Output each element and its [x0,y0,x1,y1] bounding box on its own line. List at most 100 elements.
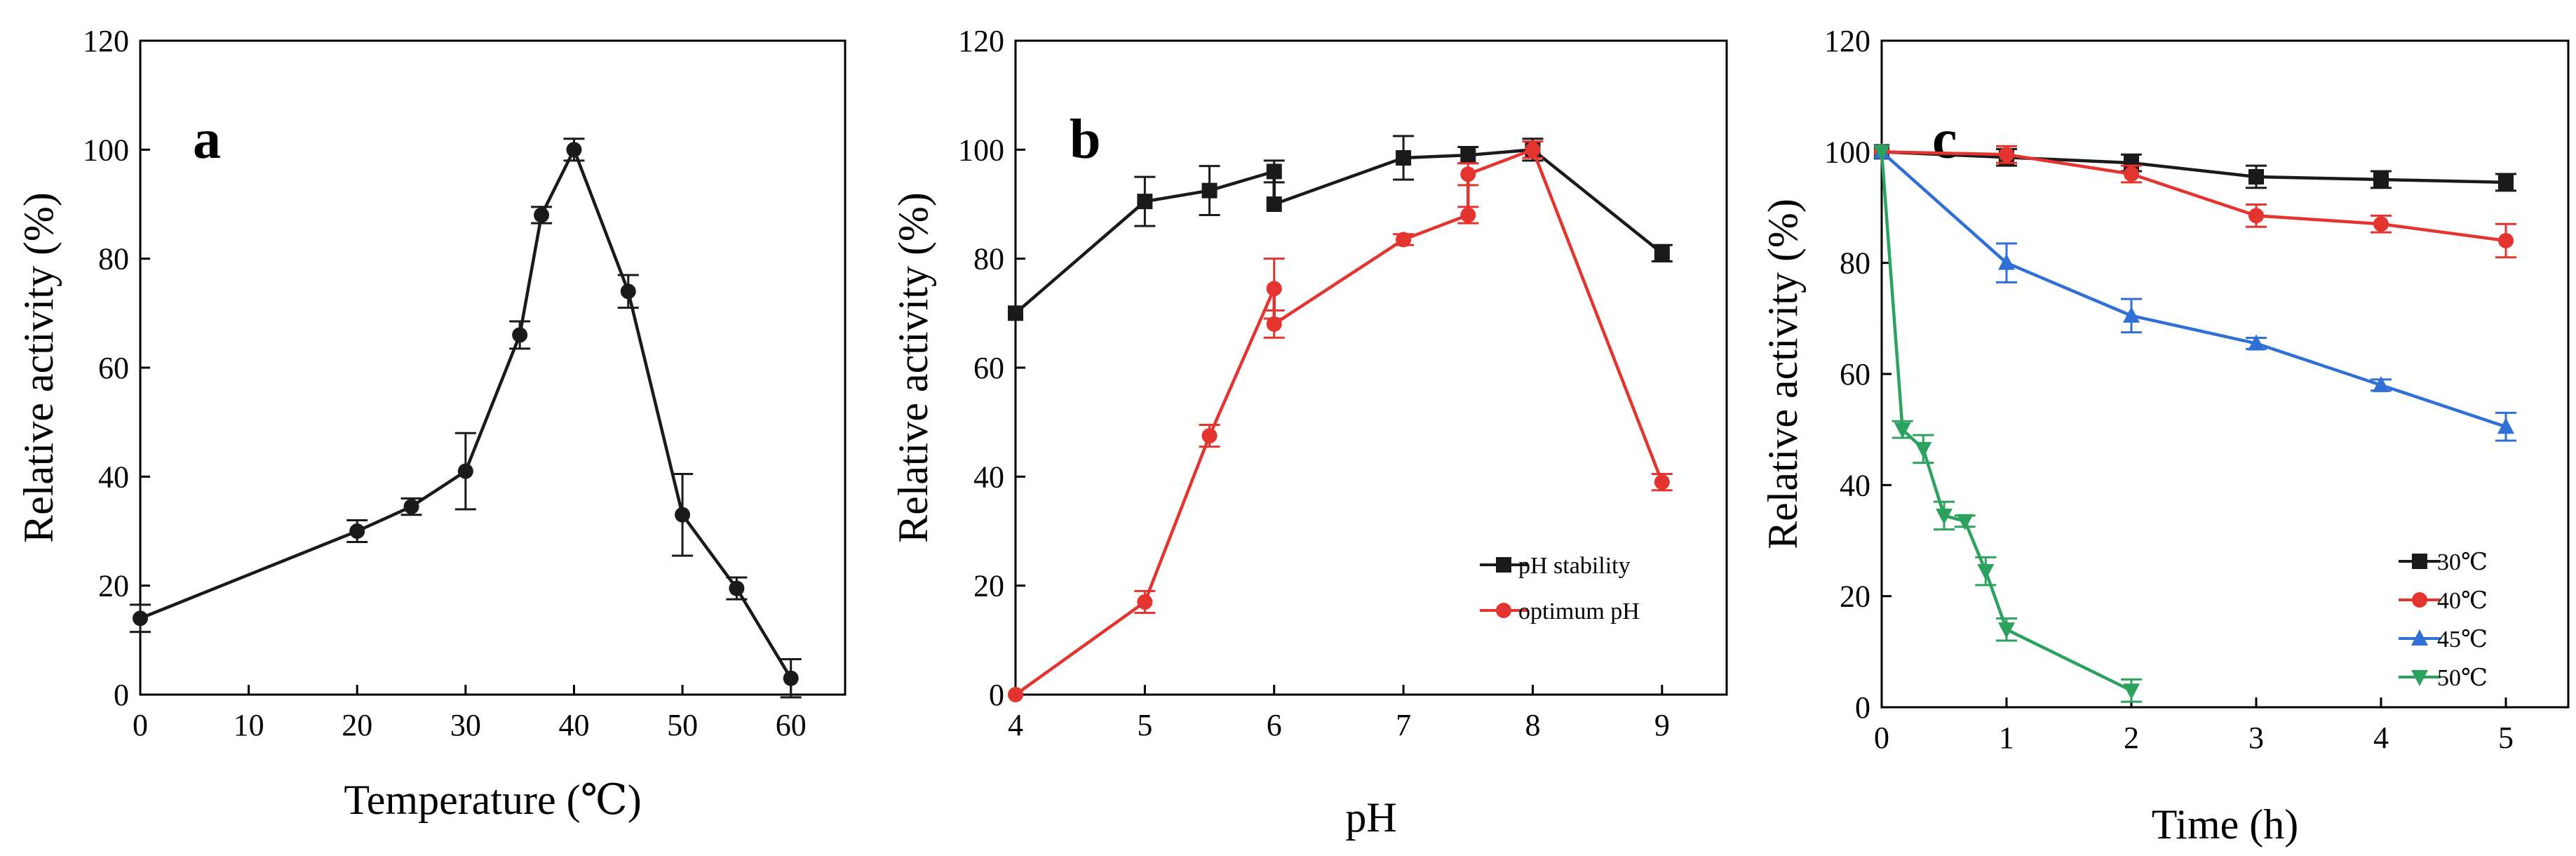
data-point [2123,683,2140,700]
y-axis-title: Relative activity (%) [15,192,62,543]
data-point [2373,375,2389,392]
data-point [1936,508,1953,525]
series-0 [1874,144,2516,192]
data-point [1266,316,1282,332]
series-0 [1008,135,1673,321]
y-tick-label: 80 [973,242,1004,276]
x-tick-label: 4 [1008,708,1023,742]
y-tick-label: 60 [98,351,129,385]
legend: pH stability optimum pH [1480,553,1640,624]
data-point [1460,147,1476,163]
data-point [2124,155,2139,171]
y-tick-label: 20 [973,569,1004,603]
series-line [1881,150,2507,243]
legend-marker [2412,554,2427,569]
data-point [620,283,636,300]
panel-a: a 0 10 20 30 40 50 60 0 20 40 60 80 100 120 Temperatur… [15,24,847,823]
data-point [1654,245,1670,261]
y-tick-label: 120 [1824,24,1870,58]
x-tick-label: 10 [234,708,264,742]
x-tick-label: 5 [2498,721,2514,755]
data-point [675,507,691,523]
series-line [1881,150,2507,185]
data-point [534,207,550,223]
legend-label: 30℃ [2437,549,2488,575]
data-point [2123,306,2140,323]
data-point [1266,281,1282,297]
x-axis-title: Temperature (℃) [344,777,641,823]
data-point [1873,145,1890,161]
legend-label: optimum pH [1518,598,1640,624]
series-2 [1873,142,2516,442]
data-point [133,610,148,627]
data-point [783,670,799,686]
series-line [1014,148,1664,696]
legend-label: pH stability [1518,553,1631,579]
legend-label: 40℃ [2437,588,2488,614]
series-1 [1008,140,1673,702]
data-point [2248,168,2264,185]
data-point [566,142,582,158]
plot-frame [1014,39,1728,696]
x-tick-label: 1 [1999,721,2014,755]
y-tick-label: 60 [973,351,1004,385]
y-tick-label: 120 [83,24,129,58]
y-tick-label: 20 [1840,580,1870,614]
y-tick-label: 40 [98,460,129,494]
data-point [2248,334,2265,351]
y-tick-label: 120 [958,24,1004,58]
data-point [2373,216,2389,232]
panel-letter-b: b [1070,109,1101,170]
y-tick-label: 0 [114,678,129,712]
y-tick-label: 40 [973,460,1004,494]
y-axis-title: Relative activity (%) [1760,199,1806,549]
x-tick-label: 2 [2124,721,2139,755]
x-tick-label: 30 [450,708,481,742]
data-point [349,523,365,539]
legend: 30℃ 40℃ 45℃ 50℃ [2399,549,2488,691]
data-point [1266,196,1282,212]
series-0 [130,138,802,699]
series-line [1880,150,2507,429]
x-tick-label: 3 [2248,721,2264,755]
x-tick-label: 6 [1267,708,1282,742]
legend-marker [2411,670,2428,686]
x-axis-title: Time (h) [2152,801,2298,848]
legend-marker [1496,603,1511,618]
x-tick-label: 9 [1654,708,1670,742]
x-tick-label: 20 [342,708,372,742]
data-point [1396,232,1412,248]
legend-marker [2411,629,2428,646]
legend-label: 50℃ [2437,665,2488,691]
x-tick-label: 7 [1396,708,1411,742]
y-tick-label: 100 [83,133,129,167]
panel-letter-a: a [193,109,221,170]
data-point [457,463,473,479]
y-tick-label: 60 [1840,357,1870,392]
x-tick-label: 0 [1874,721,1889,755]
y-tick-label: 80 [98,242,129,276]
data-point [1137,594,1153,610]
y-tick-label: 20 [98,569,129,603]
x-tick-label: 40 [558,708,589,742]
y-tick-label: 100 [958,133,1004,167]
data-point [2124,166,2139,182]
data-point [1999,147,2014,163]
y-tick-label: 0 [989,678,1004,712]
x-tick-label: 4 [2373,721,2389,755]
data-point [1008,305,1023,321]
data-point [2498,174,2514,190]
x-tick-label: 8 [1525,708,1540,742]
series-3 [1873,145,2142,703]
y-axis-title: Relative activity (%) [890,192,936,543]
data-point [1201,182,1218,199]
data-point [403,499,419,515]
data-point [1460,207,1476,223]
series-line [1880,152,2132,693]
series-line [140,148,793,679]
data-point [1894,422,1911,439]
x-axis-title: pH [1345,794,1396,841]
data-point [1998,622,2015,639]
data-point [1998,253,2015,270]
